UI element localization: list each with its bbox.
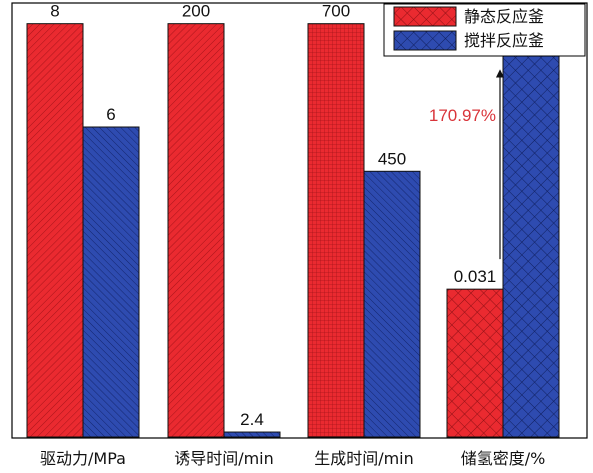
legend-label: 静态反应釜 xyxy=(464,7,544,26)
legend-label: 搅拌反应釜 xyxy=(464,31,544,50)
value-label: 6 xyxy=(106,105,115,124)
category-label: 诱导时间/min xyxy=(174,449,274,468)
bar-static-1 xyxy=(167,23,225,438)
annotation: 170.97% xyxy=(429,69,505,260)
bar-stirred-1 xyxy=(223,431,281,438)
plot-frame xyxy=(11,2,588,439)
bar-static-3 xyxy=(446,288,504,438)
value-label: 200 xyxy=(182,2,210,21)
category-label: 驱动力/MPa xyxy=(40,449,126,468)
value-label: 450 xyxy=(378,149,406,168)
bar-stirred-0 xyxy=(82,126,140,438)
legend-swatch xyxy=(393,30,457,51)
category-label: 储氢密度/% xyxy=(461,449,546,468)
bars-layer xyxy=(26,23,560,438)
category-label: 生成时间/min xyxy=(314,449,414,468)
category-labels: 驱动力/MPa 诱导时间/min 生成时间/min 储氢密度/% xyxy=(40,449,545,468)
bar-stirred-3 xyxy=(502,35,560,438)
bar-static-2 xyxy=(307,23,365,438)
legend-swatch xyxy=(393,6,457,27)
bar-static-0 xyxy=(26,23,84,438)
value-label: 2.4 xyxy=(240,410,264,429)
value-label: 8 xyxy=(50,2,59,21)
value-label: 700 xyxy=(322,2,350,21)
value-label: 0.031 xyxy=(454,267,497,286)
bar-stirred-2 xyxy=(363,170,421,438)
increase-annotation: 170.97% xyxy=(429,106,496,125)
